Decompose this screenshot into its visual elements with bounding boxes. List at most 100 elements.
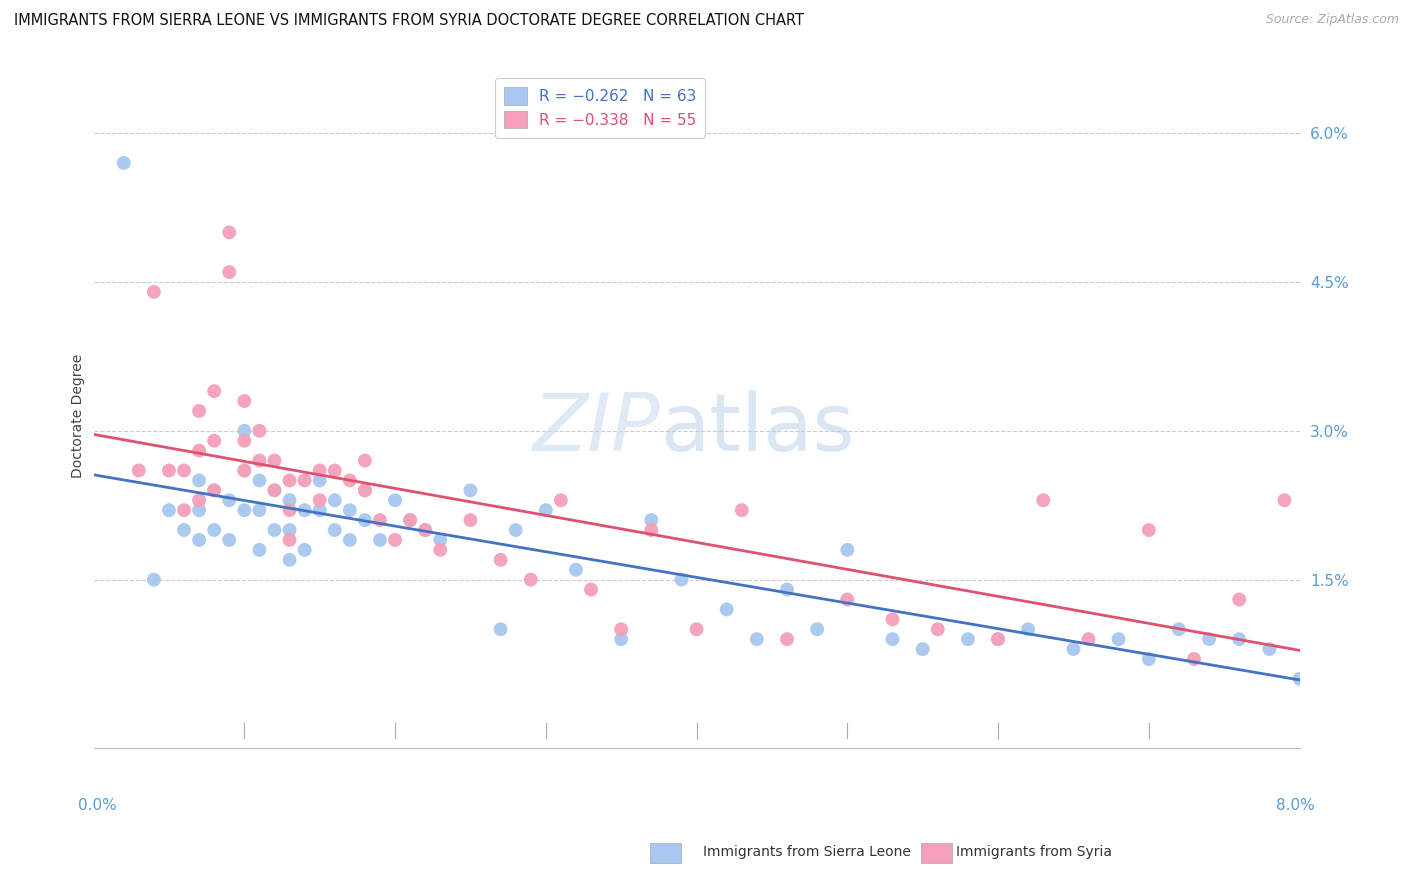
Point — [413, 523, 436, 537]
Point — [112, 156, 135, 170]
Point — [1062, 642, 1084, 657]
Point — [1258, 642, 1281, 657]
Point — [142, 285, 165, 299]
Point — [233, 463, 256, 477]
Point — [368, 513, 391, 527]
Point — [278, 474, 301, 488]
Point — [188, 443, 211, 458]
Point — [247, 503, 270, 517]
Point — [323, 463, 346, 477]
Point — [339, 503, 361, 517]
Point — [354, 513, 377, 527]
Point — [188, 474, 211, 488]
Point — [308, 463, 330, 477]
Point — [806, 622, 828, 636]
Point — [368, 533, 391, 547]
Point — [399, 513, 422, 527]
Point — [1137, 652, 1160, 666]
Point — [233, 434, 256, 448]
Point — [323, 523, 346, 537]
Point — [202, 523, 225, 537]
Point — [202, 434, 225, 448]
Point — [911, 642, 934, 657]
Point — [278, 523, 301, 537]
Point — [218, 533, 240, 547]
Point — [339, 533, 361, 547]
Point — [716, 602, 738, 616]
Point — [308, 503, 330, 517]
Point — [489, 553, 512, 567]
Point — [308, 474, 330, 488]
Point — [294, 503, 316, 517]
Point — [534, 503, 557, 517]
Point — [927, 622, 949, 636]
Point — [233, 503, 256, 517]
Point — [505, 523, 527, 537]
Point — [157, 463, 180, 477]
Point — [384, 493, 406, 508]
Point — [294, 474, 316, 488]
Point — [776, 632, 799, 647]
Point — [610, 632, 633, 647]
Point — [339, 474, 361, 488]
Point — [323, 493, 346, 508]
Point — [142, 573, 165, 587]
Point — [173, 463, 195, 477]
Point — [882, 612, 904, 626]
Text: 8.0%: 8.0% — [1275, 798, 1315, 813]
Point — [1168, 622, 1191, 636]
Point — [489, 622, 512, 636]
Point — [233, 424, 256, 438]
Point — [671, 573, 693, 587]
Point — [837, 592, 859, 607]
Point — [308, 493, 330, 508]
Point — [956, 632, 979, 647]
Point — [157, 503, 180, 517]
Point — [173, 503, 195, 517]
Text: Immigrants from Sierra Leone: Immigrants from Sierra Leone — [703, 845, 911, 859]
Point — [565, 563, 588, 577]
Point — [640, 513, 662, 527]
Point — [837, 542, 859, 557]
Point — [233, 394, 256, 409]
Point — [294, 542, 316, 557]
Text: IMMIGRANTS FROM SIERRA LEONE VS IMMIGRANTS FROM SYRIA DOCTORATE DEGREE CORRELATI: IMMIGRANTS FROM SIERRA LEONE VS IMMIGRAN… — [14, 13, 804, 29]
Point — [188, 493, 211, 508]
Y-axis label: Doctorate Degree: Doctorate Degree — [72, 354, 86, 478]
Point — [1198, 632, 1220, 647]
Point — [1227, 632, 1250, 647]
Point — [460, 513, 482, 527]
Point — [263, 483, 285, 498]
Point — [202, 483, 225, 498]
Point — [354, 453, 377, 467]
Point — [1108, 632, 1130, 647]
Point — [247, 542, 270, 557]
Point — [218, 493, 240, 508]
Point — [685, 622, 707, 636]
Point — [247, 474, 270, 488]
Point — [1182, 652, 1205, 666]
Point — [413, 523, 436, 537]
Point — [247, 424, 270, 438]
Point — [218, 225, 240, 239]
Point — [278, 493, 301, 508]
Text: atlas: atlas — [661, 390, 855, 468]
Point — [384, 533, 406, 547]
Point — [776, 582, 799, 597]
Point — [519, 573, 541, 587]
Point — [579, 582, 602, 597]
Point — [202, 384, 225, 398]
Point — [263, 453, 285, 467]
Point — [263, 483, 285, 498]
Point — [188, 533, 211, 547]
Point — [247, 453, 270, 467]
Legend: R = −0.262   N = 63, R = −0.338   N = 55: R = −0.262 N = 63, R = −0.338 N = 55 — [495, 78, 706, 137]
Point — [1137, 523, 1160, 537]
Point — [278, 553, 301, 567]
Point — [987, 632, 1010, 647]
Point — [128, 463, 150, 477]
Point — [218, 265, 240, 279]
Point — [429, 533, 451, 547]
Point — [882, 632, 904, 647]
Point — [263, 523, 285, 537]
